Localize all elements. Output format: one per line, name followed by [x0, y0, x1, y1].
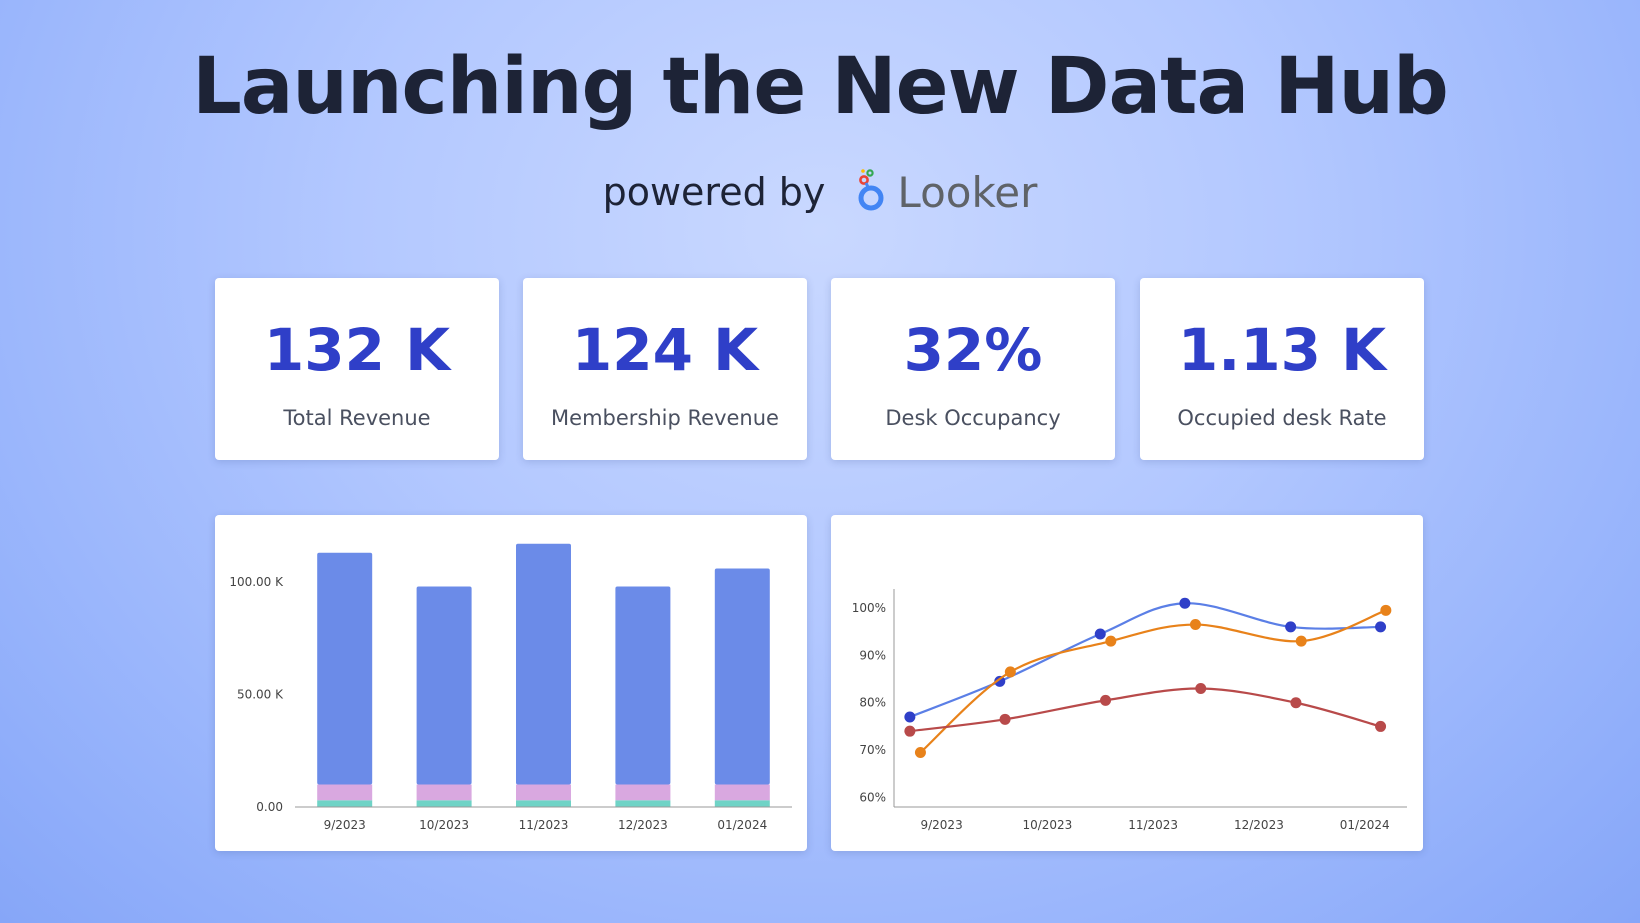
bar-segment: [317, 552, 373, 785]
data-point: [1285, 621, 1297, 633]
kpi-value: 32%: [903, 316, 1043, 384]
x-tick-label: 01/2024: [1340, 818, 1390, 832]
x-tick-label: 11/2023: [519, 818, 569, 832]
occupancy-line-chart-card: 60% 70% 80% 90% 100% 9/2023 10/2023 11/2023 12/2…: [831, 515, 1423, 851]
bar-segment: [416, 800, 472, 807]
data-point: [1195, 683, 1207, 695]
data-point: [1380, 604, 1392, 616]
x-tick-label: 12/2023: [618, 818, 668, 832]
bar-segment: [714, 568, 770, 785]
data-point: [904, 725, 916, 737]
kpi-value: 124 K: [571, 316, 759, 384]
bar-segment: [615, 586, 671, 785]
data-point: [904, 711, 916, 723]
kpi-label: Desk Occupancy: [885, 406, 1061, 430]
data-point: [1100, 694, 1112, 706]
bar-segment: [516, 784, 571, 801]
data-point: [1375, 720, 1387, 732]
data-point: [1189, 619, 1201, 631]
bar-segment: [317, 800, 373, 807]
kpi-label: Membership Revenue: [551, 406, 779, 430]
kpi-card-desk-occupancy: 32% Desk Occupancy: [831, 278, 1115, 460]
bar-segment: [516, 800, 571, 807]
data-point: [1105, 635, 1117, 647]
y-tick-label: 100%: [852, 601, 886, 615]
y-tick-label: 70%: [859, 743, 886, 757]
bar-segment: [317, 784, 373, 801]
data-point: [999, 713, 1011, 725]
looker-brand: Looker: [857, 166, 1037, 218]
bar-segment: [714, 784, 770, 801]
series-line: [909, 687, 1381, 733]
y-tick-label: 90%: [859, 648, 886, 662]
x-tick-label: 01/2024: [717, 818, 767, 832]
y-tick-label: 50.00 K: [237, 688, 284, 702]
data-point: [1004, 666, 1016, 678]
data-point: [914, 747, 926, 758]
series-line: [909, 602, 1381, 718]
data-point: [1290, 697, 1302, 709]
x-tick-label: 10/2023: [1022, 818, 1072, 832]
series-line: [919, 609, 1387, 754]
x-tick-label: 11/2023: [1128, 818, 1178, 832]
data-point: [994, 675, 1006, 687]
data-point: [1094, 628, 1106, 640]
kpi-label: Total Revenue: [283, 406, 431, 430]
kpi-value: 132 K: [263, 316, 451, 384]
y-tick-label: 0.00: [256, 800, 283, 814]
looker-logo-icon: [857, 166, 891, 218]
x-tick-label: 10/2023: [419, 818, 469, 832]
revenue-bar-chart-card: 0.00 50.00 K 100.00 K 9/2023 10/2023 11/2023 1…: [215, 515, 807, 851]
occupancy-line-chart: 60% 70% 80% 90% 100% 9/2023 10/2023 11/2023 12/2…: [852, 589, 1407, 832]
y-tick-label: 100.00 K: [229, 575, 284, 589]
kpi-label: Occupied desk Rate: [1177, 406, 1387, 430]
brand-name: Looker: [897, 167, 1038, 217]
data-point: [1295, 635, 1307, 647]
page-title: Launching the New Data Hub: [192, 42, 1449, 132]
y-tick-label: 60%: [859, 791, 886, 805]
y-tick-label: 80%: [859, 696, 886, 710]
bar-segment: [615, 800, 671, 807]
kpi-card-total-revenue: 132 K Total Revenue: [215, 278, 499, 460]
bar-segment: [714, 800, 770, 807]
x-tick-label: 9/2023: [920, 818, 962, 832]
kpi-value: 1.13 K: [1177, 316, 1387, 384]
revenue-bar-chart: 0.00 50.00 K 100.00 K 9/2023 10/2023 11/2023 1…: [229, 543, 792, 832]
bar-segment: [615, 784, 671, 801]
bar-segment: [516, 543, 571, 785]
x-tick-label: 12/2023: [1234, 818, 1284, 832]
powered-by-row: powered by Looker: [0, 162, 1640, 222]
data-point: [1375, 621, 1387, 633]
data-point: [1179, 597, 1191, 609]
x-tick-label: 9/2023: [324, 818, 366, 832]
bar-segment: [416, 586, 472, 785]
powered-by-text: powered by: [602, 170, 826, 214]
kpi-card-membership-revenue: 124 K Membership Revenue: [523, 278, 807, 460]
kpi-card-occupied-desk-rate: 1.13 K Occupied desk Rate: [1140, 278, 1424, 460]
bar-segment: [416, 784, 472, 801]
